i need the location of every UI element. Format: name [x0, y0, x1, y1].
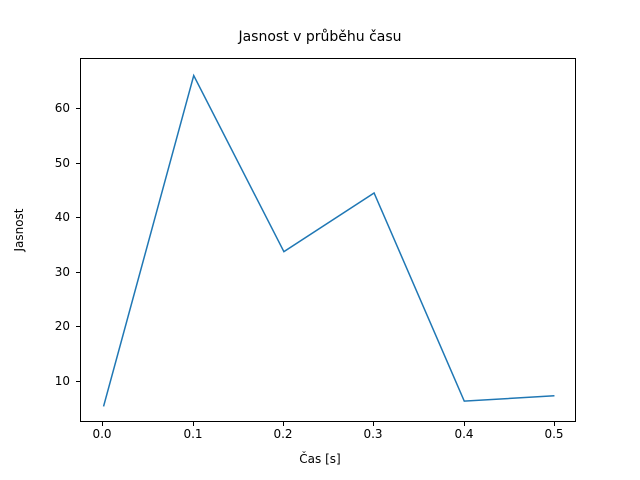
x-tick-mark [464, 422, 465, 426]
x-tick-mark [283, 422, 284, 426]
x-tick-label: 0.0 [92, 427, 112, 441]
y-tick-mark [76, 272, 80, 273]
x-tick-mark [554, 422, 555, 426]
y-tick-label: 30 [54, 265, 70, 279]
y-tick-mark [76, 217, 80, 218]
y-tick-mark [76, 163, 80, 164]
x-tick-label: 0.5 [544, 427, 564, 441]
y-tick-label: 40 [54, 210, 70, 224]
plot-area [80, 58, 576, 422]
y-tick-label: 60 [54, 101, 70, 115]
x-tick-mark [373, 422, 374, 426]
chart-title: Jasnost v průběhu času [238, 29, 402, 45]
x-tick-label: 0.4 [454, 427, 474, 441]
x-tick-mark [102, 422, 103, 426]
y-tick-mark [76, 381, 80, 382]
x-axis-label: Čas [s] [299, 452, 341, 466]
y-axis-label: Jasnost [12, 208, 26, 252]
line-chart-svg [102, 73, 555, 407]
x-tick-label: 0.1 [183, 427, 203, 441]
y-tick-label: 20 [54, 319, 70, 333]
data-series-line [102, 73, 555, 407]
y-tick-label: 10 [54, 374, 70, 388]
x-tick-mark [193, 422, 194, 426]
y-tick-mark [76, 326, 80, 327]
y-tick-label: 50 [54, 156, 70, 170]
x-tick-label: 0.3 [363, 427, 383, 441]
x-tick-label: 0.2 [273, 427, 293, 441]
y-tick-mark [76, 108, 80, 109]
